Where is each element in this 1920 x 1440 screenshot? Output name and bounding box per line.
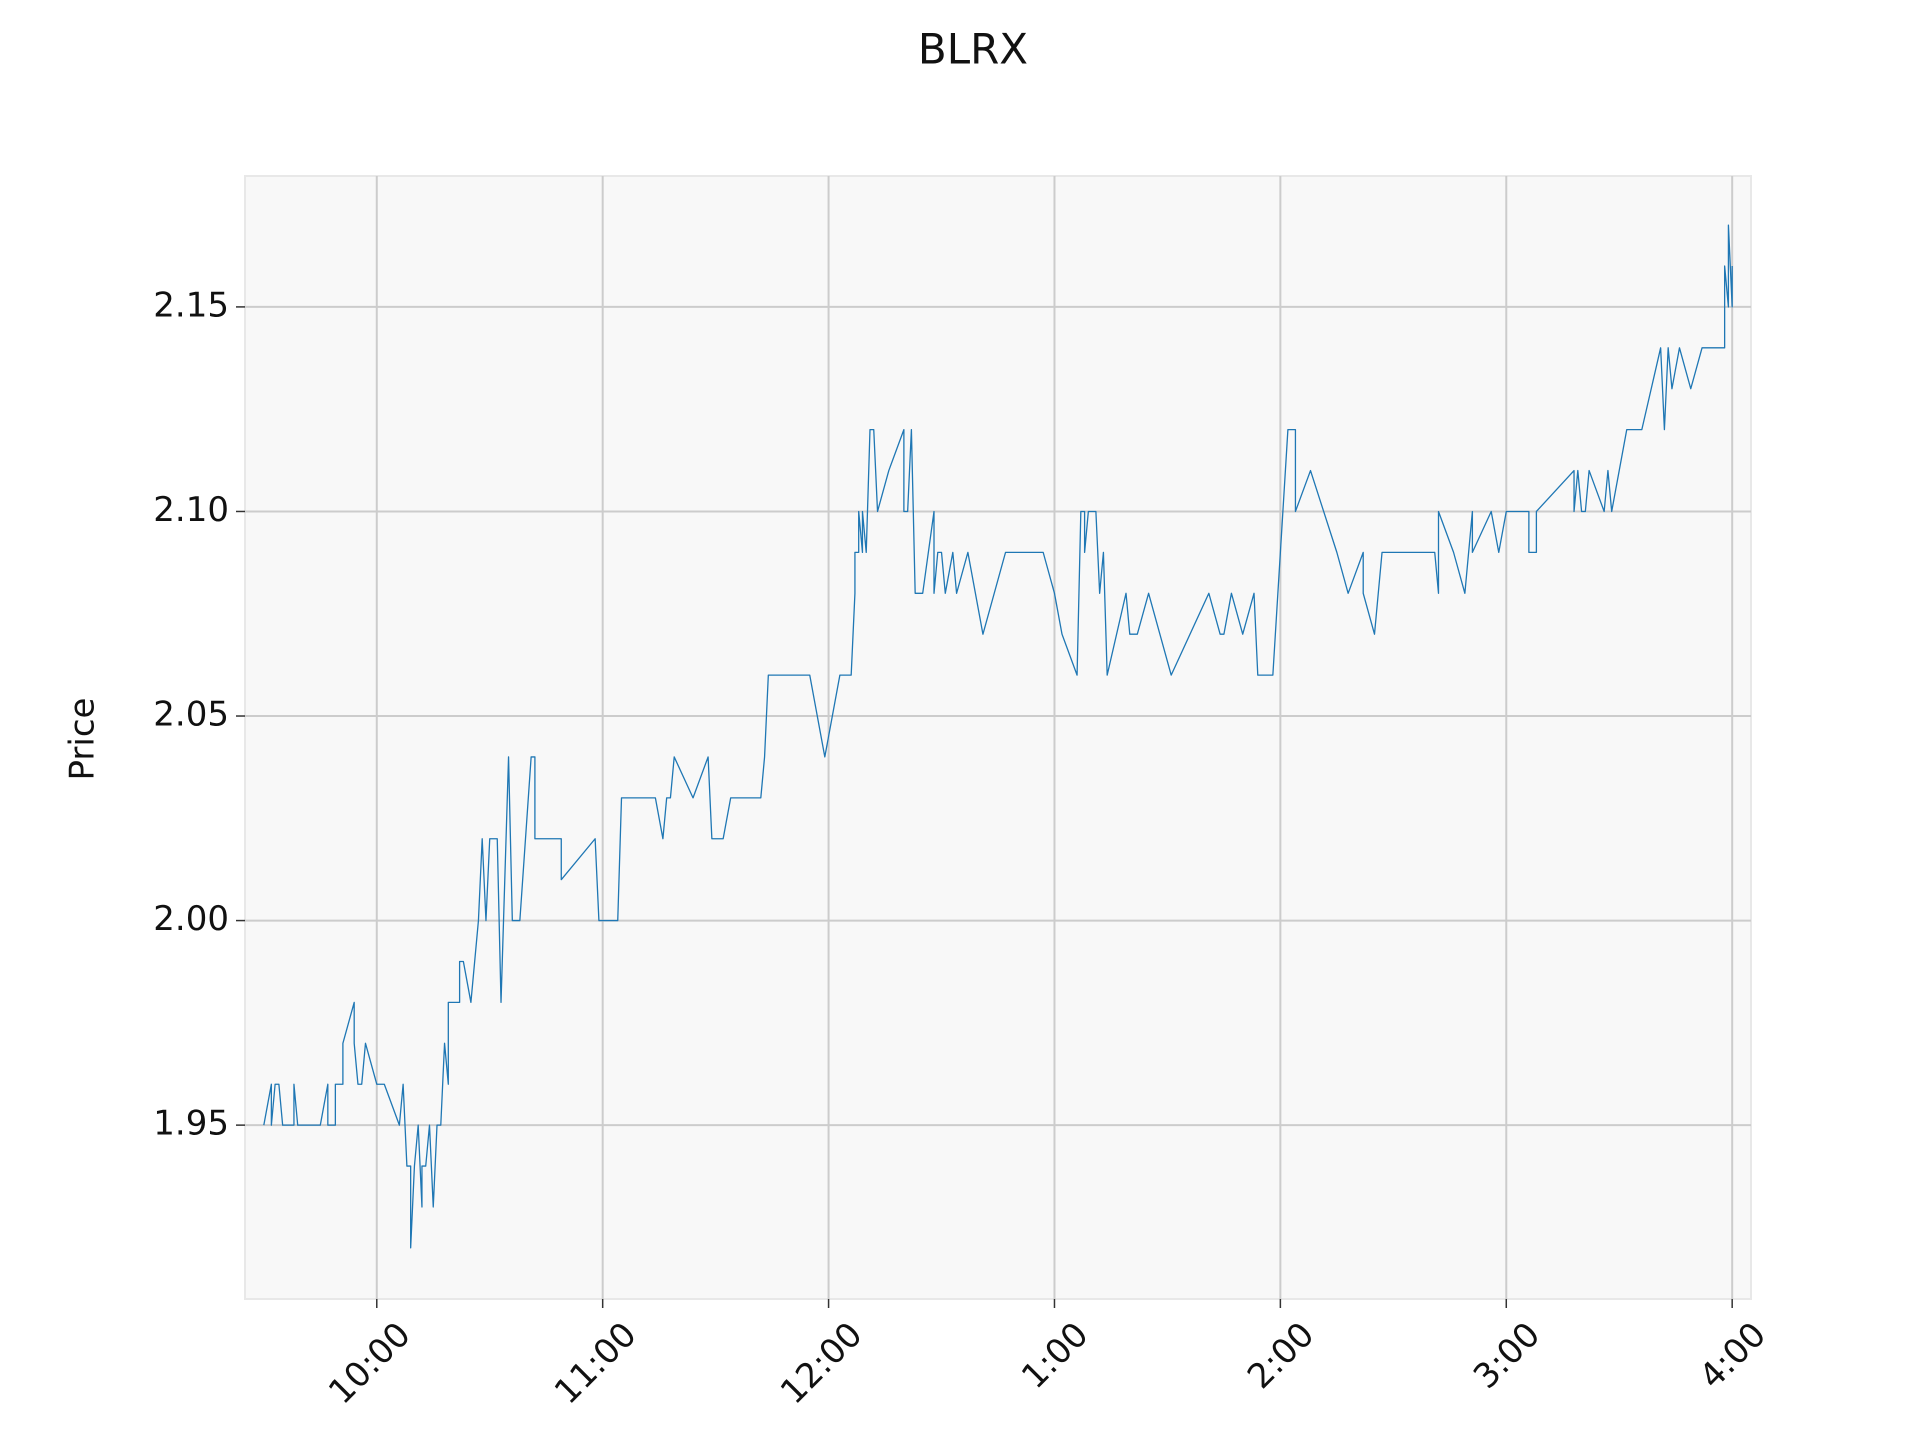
price-line [263,224,1733,1249]
x-tick-label: 1:00 [1014,1315,1096,1397]
y-axis-label: Price [63,698,103,781]
x-tick-label: 4:00 [1692,1315,1774,1397]
x-tick-label: 3:00 [1466,1315,1548,1397]
plot-area [244,175,1752,1300]
x-tick-label: 10:00 [321,1315,419,1413]
x-tick-label: 11:00 [547,1315,645,1413]
chart-title: BLRX [918,25,1028,74]
y-tick-label: 1.95 [153,1104,229,1144]
y-tick-label: 2.10 [153,490,229,530]
y-tick-label: 2.00 [153,899,229,939]
x-tick-label: 12:00 [773,1315,871,1413]
y-tick-label: 2.15 [153,285,229,325]
y-tick-label: 2.05 [153,695,229,735]
x-tick-label: 2:00 [1240,1315,1322,1397]
